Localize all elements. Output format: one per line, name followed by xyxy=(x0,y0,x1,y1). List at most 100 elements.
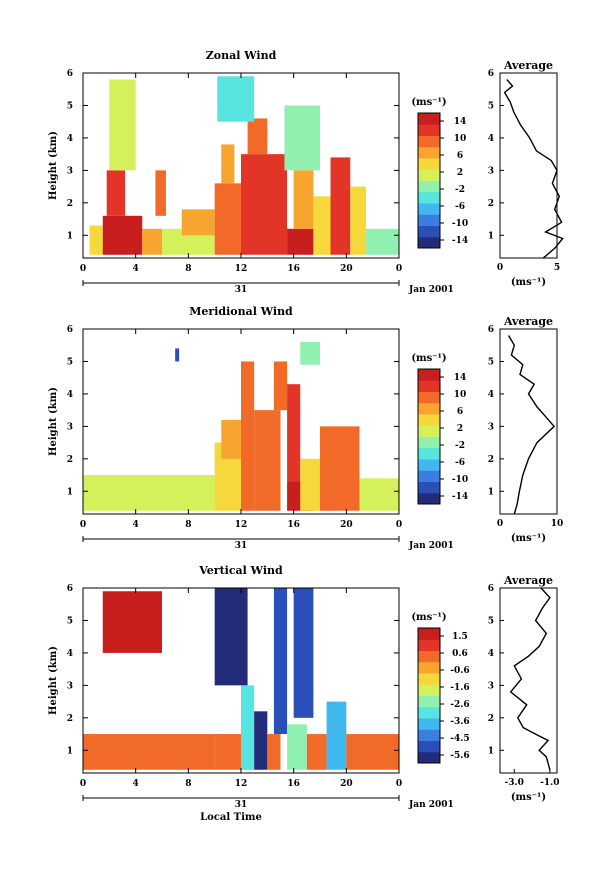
y-tick-label: 6 xyxy=(67,584,73,594)
y-axis-label: Height (km) xyxy=(48,646,59,715)
colorbar-swatch xyxy=(418,718,440,730)
x-tick-label: 4 xyxy=(133,779,139,789)
y-tick-label: 5 xyxy=(67,101,73,111)
x-tick-label: 16 xyxy=(287,520,300,530)
colorbar-tick-label: 2 xyxy=(457,424,463,434)
colorbar-tick-label: -5.6 xyxy=(450,751,469,761)
colorbar-swatch xyxy=(418,436,440,449)
heatmap-cell xyxy=(300,458,320,511)
colorbar-swatch xyxy=(418,180,440,193)
x-tick-label: 8 xyxy=(185,264,191,274)
average-title: Average xyxy=(503,574,553,587)
colorbar-swatch xyxy=(418,459,440,471)
average-x-label: (ms⁻¹) xyxy=(511,277,546,288)
colorbar-tick-label: -10 xyxy=(452,475,468,485)
average-y-tick-label: 4 xyxy=(488,649,494,659)
date-label: Jan 2001 xyxy=(408,541,454,551)
date-label: Jan 2001 xyxy=(408,285,454,295)
heatmap-cell xyxy=(241,154,288,255)
colorbar-swatch xyxy=(418,203,440,215)
colorbar-swatch xyxy=(418,236,440,249)
average-title: Average xyxy=(503,315,553,328)
average-y-tick-label: 3 xyxy=(488,166,494,176)
x-tick-label: 8 xyxy=(185,779,191,789)
colorbar-tick-label: -10 xyxy=(452,219,468,229)
average-y-tick-label: 3 xyxy=(488,681,494,691)
heatmap-cell xyxy=(267,734,281,770)
average-y-tick-label: 5 xyxy=(488,357,494,367)
heatmap-cell xyxy=(109,79,136,171)
average-frame xyxy=(499,328,558,515)
heatmap-cell xyxy=(300,341,320,365)
colorbar-frame xyxy=(417,112,441,249)
colorbar-unit: (ms⁻¹) xyxy=(411,612,446,623)
date-day-label: 31 xyxy=(235,541,248,551)
average-y-tick-label: 3 xyxy=(488,422,494,432)
heatmap-cell xyxy=(221,144,235,184)
panel-title: Zonal Wind xyxy=(206,49,277,62)
colorbar-tick-label: -2.6 xyxy=(450,700,469,710)
average-x-tick-label: 5 xyxy=(554,263,560,273)
heatmap-cell xyxy=(287,724,307,770)
average-y-tick-label: 6 xyxy=(488,325,494,335)
colorbar-tick-label: -6 xyxy=(455,202,465,212)
x-tick-label: 12 xyxy=(235,779,248,789)
x-tick-label: 4 xyxy=(133,520,139,530)
colorbar-swatch xyxy=(418,158,440,170)
heatmap-cell xyxy=(350,186,367,255)
x-tick-label: 16 xyxy=(287,264,300,274)
colorbar-swatch xyxy=(418,124,440,136)
colorbar-tick-label: -14 xyxy=(452,492,468,502)
x-tick-label: 16 xyxy=(287,779,300,789)
colorbar-swatch xyxy=(418,740,440,753)
colorbar-swatch xyxy=(418,191,440,204)
average-y-tick-label: 1 xyxy=(488,231,494,241)
heatmap-cell xyxy=(293,588,314,718)
heatmap-cell xyxy=(241,361,255,511)
heatmap-cell xyxy=(366,228,399,255)
colorbar-tick-label: -14 xyxy=(452,236,468,246)
colorbar-tick-label: -3.6 xyxy=(450,717,469,727)
average-profile-line xyxy=(507,335,556,515)
colorbar-swatch xyxy=(418,639,440,651)
x-tick-label: 0 xyxy=(80,264,86,274)
x-tick-label: 0 xyxy=(396,779,402,789)
colorbar-swatch xyxy=(418,225,440,238)
colorbar-swatch xyxy=(418,146,440,159)
heatmap-cell xyxy=(102,591,162,653)
x-tick-label: 8 xyxy=(185,520,191,530)
y-tick-label: 4 xyxy=(67,134,73,144)
heatmap-cell xyxy=(175,348,180,362)
heatmap-cell xyxy=(254,410,281,511)
average-x-tick-label: 0 xyxy=(497,519,503,529)
heatmap-cell xyxy=(217,76,255,122)
heatmap-cell xyxy=(273,361,288,411)
y-tick-label: 4 xyxy=(67,390,73,400)
average-x-tick-label: 10 xyxy=(551,519,564,529)
colorbar-swatch xyxy=(418,414,440,426)
colorbar-swatch xyxy=(418,391,440,404)
heatmap-cell xyxy=(83,734,215,770)
average-profile-line xyxy=(503,79,564,259)
colorbar-tick-label: 6 xyxy=(457,151,463,161)
y-axis-label: Height (km) xyxy=(48,387,59,456)
heatmap-cell xyxy=(287,228,314,255)
x-tick-label: 20 xyxy=(340,264,353,274)
colorbar-swatch xyxy=(418,650,440,663)
colorbar-frame xyxy=(417,627,441,764)
colorbar-swatch xyxy=(418,470,440,482)
average-frame xyxy=(499,72,558,259)
y-tick-label: 2 xyxy=(67,455,73,465)
x-tick-label: 20 xyxy=(340,779,353,789)
average-frame xyxy=(499,587,558,774)
average-y-tick-label: 6 xyxy=(488,69,494,79)
average-title: Average xyxy=(503,59,553,72)
heatmap-cell xyxy=(214,183,241,255)
average-y-tick-label: 2 xyxy=(488,455,494,465)
x-tick-label: 12 xyxy=(235,520,248,530)
y-tick-label: 3 xyxy=(67,166,73,176)
average-x-tick-label: 0 xyxy=(497,263,503,273)
colorbar-swatch xyxy=(418,684,440,696)
